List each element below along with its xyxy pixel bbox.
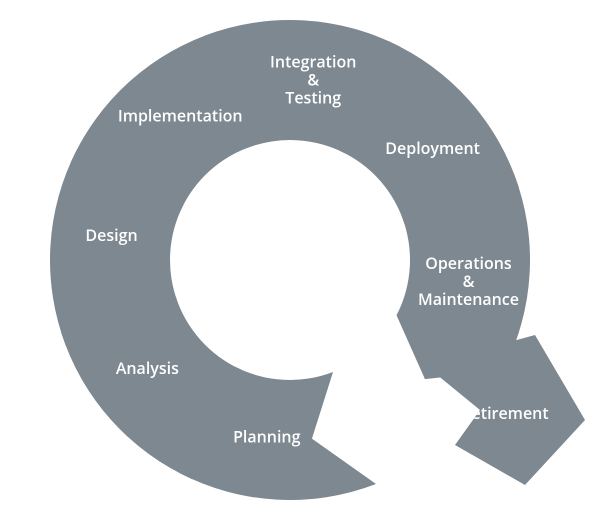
label-analysis: Analysis: [116, 357, 179, 379]
label-deployment: Deployment: [385, 137, 480, 159]
label-implementation: Implementation: [118, 105, 243, 127]
label-retirement: Retirement: [461, 402, 548, 424]
label-design: Design: [85, 224, 137, 246]
label-planning: Planning: [233, 426, 301, 448]
lifecycle-cycle-diagram: PlanningAnalysisDesignImplementationInte…: [0, 0, 600, 520]
